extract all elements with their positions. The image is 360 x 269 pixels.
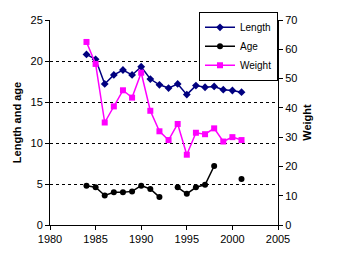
svg-text:0: 0 xyxy=(37,219,43,231)
svg-text:30: 30 xyxy=(285,131,297,143)
svg-text:10: 10 xyxy=(31,137,43,149)
svg-text:1990: 1990 xyxy=(129,233,153,245)
svg-text:2005: 2005 xyxy=(266,233,290,245)
svg-text:Age: Age xyxy=(240,41,258,52)
svg-text:10: 10 xyxy=(285,190,297,202)
svg-text:50: 50 xyxy=(285,72,297,84)
svg-text:Length: Length xyxy=(240,22,271,33)
svg-text:5: 5 xyxy=(37,178,43,190)
svg-text:20: 20 xyxy=(285,160,297,172)
svg-text:15: 15 xyxy=(31,96,43,108)
svg-text:0: 0 xyxy=(285,219,291,231)
svg-text:40: 40 xyxy=(285,102,297,114)
svg-text:1985: 1985 xyxy=(83,233,107,245)
svg-text:1995: 1995 xyxy=(175,233,199,245)
svg-text:1980: 1980 xyxy=(38,233,62,245)
svg-text:60: 60 xyxy=(285,43,297,55)
svg-text:Weight: Weight xyxy=(301,104,313,141)
svg-text:70: 70 xyxy=(285,14,297,26)
svg-text:25: 25 xyxy=(31,14,43,26)
svg-text:2000: 2000 xyxy=(220,233,244,245)
svg-text:Weight: Weight xyxy=(240,60,271,71)
svg-text:Length and age: Length and age xyxy=(11,82,23,163)
svg-text:20: 20 xyxy=(31,55,43,67)
